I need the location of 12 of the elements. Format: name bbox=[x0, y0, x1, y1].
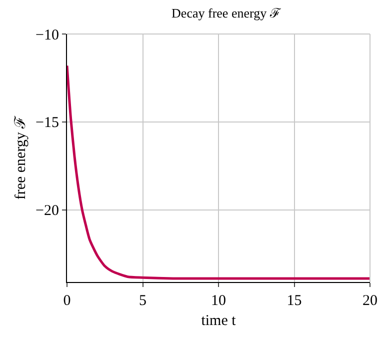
x-tick-label: 20 bbox=[362, 293, 378, 309]
chart-title: Decay free energy ℱ bbox=[172, 6, 282, 21]
x-tick-label: 10 bbox=[211, 293, 226, 309]
y-tick-label: −15 bbox=[36, 115, 59, 132]
x-tick-label: 5 bbox=[139, 293, 146, 309]
x-axis-title: time t bbox=[201, 313, 237, 329]
y-axis-title: free energy ℱ bbox=[12, 115, 29, 200]
y-tick-label: −10 bbox=[36, 27, 59, 44]
y-tick-label: −20 bbox=[36, 203, 59, 220]
line-series bbox=[67, 64, 370, 280]
x-tick-label: 15 bbox=[286, 293, 302, 309]
x-tick-label: 0 bbox=[63, 293, 71, 309]
